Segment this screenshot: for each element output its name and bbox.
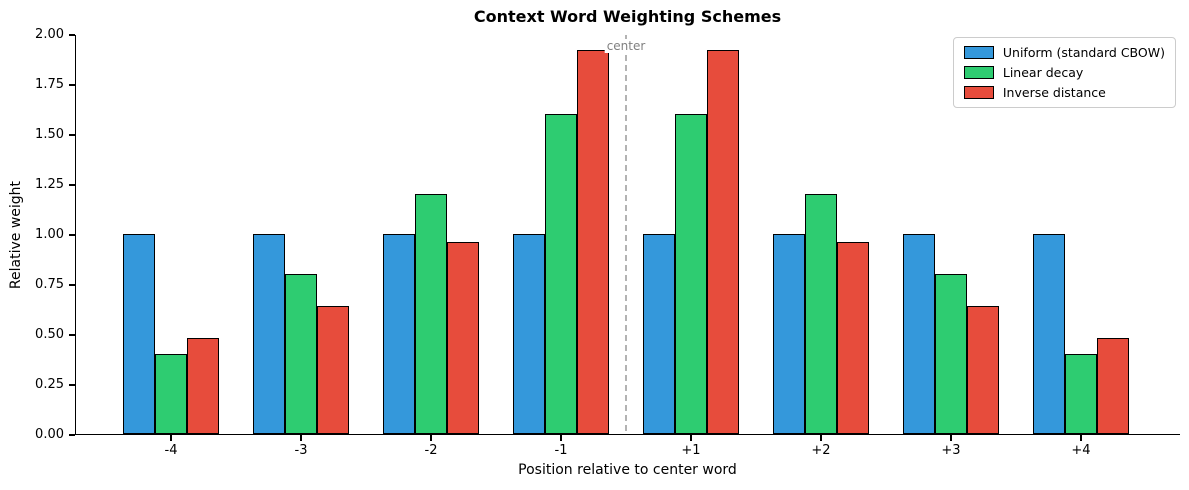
y-tick-mark <box>69 34 75 36</box>
bar <box>1033 234 1065 434</box>
bar <box>805 194 837 434</box>
bar <box>903 234 935 434</box>
x-tick-label: -3 <box>294 443 308 458</box>
y-tick-label: 0.50 <box>35 327 64 342</box>
y-tick-mark <box>69 134 75 136</box>
bar <box>317 306 349 434</box>
bar <box>545 114 577 434</box>
center-divider-line <box>625 35 627 434</box>
bar <box>577 50 609 434</box>
legend-swatch <box>963 86 994 99</box>
bar <box>383 234 415 434</box>
bar <box>643 234 675 434</box>
bar <box>675 114 707 434</box>
legend: Uniform (standard CBOW) Linear decay Inver… <box>952 37 1176 108</box>
x-tick-label: -2 <box>424 443 438 458</box>
y-tick-label: 1.50 <box>35 127 64 142</box>
plot-area: 0.00 0.25 0.50 0.75 1.00 1.25 1.50 1.75 2.00 -4 -3… <box>35 27 1180 458</box>
bar <box>967 306 999 434</box>
y-tick-label: 0.00 <box>35 427 64 442</box>
x-tick-label: +1 <box>681 443 701 458</box>
y-tick-mark <box>69 184 75 186</box>
x-tick-label: -4 <box>164 443 178 458</box>
x-tick-mark <box>820 435 822 441</box>
x-tick-mark <box>300 435 302 441</box>
y-tick-label: 1.25 <box>35 177 64 192</box>
y-tick-label: 1.75 <box>35 77 64 92</box>
x-tick-mark <box>1080 435 1082 441</box>
y-tick-label: 0.25 <box>35 377 64 392</box>
y-tick-mark <box>69 84 75 86</box>
y-tick-mark <box>69 434 75 436</box>
x-tick-mark <box>690 435 692 441</box>
bar <box>187 338 219 434</box>
x-tick-mark <box>170 435 172 441</box>
legend-label: Uniform (standard CBOW) <box>1002 45 1165 60</box>
x-tick-label: +2 <box>811 443 831 458</box>
x-tick-mark <box>950 435 952 441</box>
x-axis-label: Position relative to center word <box>518 462 737 478</box>
y-tick-mark <box>69 384 75 386</box>
center-annotation: center <box>604 39 648 53</box>
bar <box>253 234 285 434</box>
x-tick-label: +4 <box>1071 443 1091 458</box>
x-tick-label: +3 <box>941 443 961 458</box>
x-tick-label: -1 <box>554 443 568 458</box>
bar <box>707 50 739 434</box>
y-tick-mark <box>69 334 75 336</box>
y-tick-label: 0.75 <box>35 277 64 292</box>
bar <box>773 234 805 434</box>
bar <box>1065 354 1097 434</box>
legend-label: Linear decay <box>1002 65 1084 80</box>
x-tick-mark <box>430 435 432 441</box>
bar <box>155 354 187 434</box>
bar <box>935 274 967 434</box>
x-tick-mark <box>560 435 562 441</box>
y-tick-label: 2.00 <box>35 27 64 42</box>
bar <box>1097 338 1129 434</box>
bar <box>837 242 869 434</box>
legend-item: Linear decay <box>963 65 1165 80</box>
bar <box>415 194 447 434</box>
legend-item: Inverse distance <box>963 85 1165 100</box>
y-tick-label: 1.00 <box>35 227 64 242</box>
bar <box>447 242 479 434</box>
bar <box>513 234 545 434</box>
legend-item: Uniform (standard CBOW) <box>963 45 1165 60</box>
legend-swatch <box>963 66 994 79</box>
legend-label: Inverse distance <box>1002 85 1106 100</box>
bar <box>123 234 155 434</box>
legend-swatch <box>963 46 994 59</box>
bar <box>285 274 317 434</box>
y-tick-mark <box>69 284 75 286</box>
chart-title: Context Word Weighting Schemes <box>473 7 782 26</box>
y-tick-mark <box>69 234 75 236</box>
